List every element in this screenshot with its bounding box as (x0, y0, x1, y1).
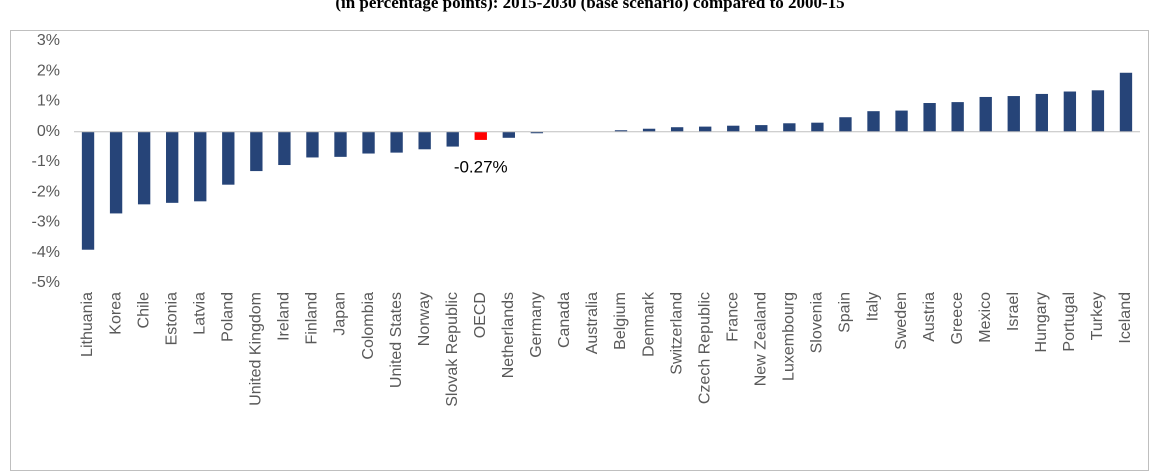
bar (137, 131, 151, 205)
bar (306, 131, 319, 158)
x-tick-label: Sweden (893, 292, 910, 350)
x-tick-label: New Zealand (753, 292, 770, 386)
bar (222, 131, 235, 185)
bar (755, 125, 768, 132)
bar (334, 131, 347, 157)
bar (166, 131, 179, 203)
y-tick-label: -3% (32, 214, 60, 231)
x-tick-label: Colombia (360, 292, 377, 360)
chart-title: (in percentage points): 2015-2030 (base … (335, 0, 844, 12)
bar (250, 131, 263, 172)
x-tick-label: France (724, 292, 741, 342)
bar (895, 110, 908, 132)
x-tick-label: Australia (584, 292, 601, 354)
x-tick-label: Korea (107, 292, 124, 335)
y-tick-label: -1% (32, 153, 60, 170)
data-label: -0.27% (454, 157, 508, 176)
bar (474, 131, 487, 140)
bar (642, 128, 656, 132)
bar (923, 103, 936, 132)
x-tick-label: Hungary (1033, 292, 1050, 352)
bar (839, 117, 852, 132)
bar (1035, 93, 1048, 132)
bar (81, 131, 95, 250)
x-tick-label: Portugal (1061, 292, 1078, 352)
x-tick-label: Canada (556, 292, 573, 348)
bar (670, 127, 684, 132)
y-tick-label: 3% (37, 32, 60, 49)
bar (1063, 91, 1077, 132)
bar (699, 126, 712, 132)
x-tick-label: Austria (921, 292, 938, 342)
bar (362, 131, 375, 154)
x-tick-label: Netherlands (500, 292, 517, 378)
bar (1119, 72, 1133, 132)
bar (194, 131, 207, 202)
bar (446, 131, 459, 147)
x-tick-label: Spain (837, 292, 854, 333)
x-tick-label: Iceland (1117, 292, 1134, 344)
x-tick-label: Slovenia (809, 292, 826, 353)
bar (278, 131, 291, 166)
x-tick-label: Denmark (640, 291, 657, 357)
bar (979, 96, 992, 132)
y-tick-label: 1% (37, 93, 60, 110)
x-tick-label: Italy (865, 292, 882, 321)
bar (390, 131, 403, 153)
x-tick-label: Belgium (612, 292, 629, 350)
y-tick-label: -5% (32, 274, 60, 291)
x-tick-label: Israel (1005, 292, 1022, 331)
bar (1007, 96, 1020, 132)
bar (1091, 90, 1105, 132)
y-tick-label: -2% (32, 183, 60, 200)
x-tick-label: Ireland (276, 292, 293, 341)
bar (418, 131, 431, 150)
x-tick-label: OECD (472, 292, 489, 338)
bar (811, 122, 824, 132)
x-tick-label: Switzerland (668, 292, 685, 375)
bar (109, 131, 123, 214)
bar (783, 123, 796, 132)
bar (867, 111, 880, 132)
x-tick-label: Estonia (163, 292, 180, 345)
x-tick-label: Japan (332, 292, 349, 336)
x-tick-label: Lithuania (79, 292, 96, 357)
x-tick-label: Luxembourg (781, 292, 798, 381)
y-tick-label: -4% (32, 244, 60, 261)
x-tick-label: Turkey (1089, 292, 1106, 340)
bar (530, 131, 544, 134)
x-tick-label: Mexico (977, 292, 994, 343)
bar (614, 130, 628, 132)
bar (502, 131, 515, 138)
y-tick-label: 2% (37, 62, 60, 79)
x-tick-label: Latvia (191, 292, 208, 335)
x-tick-label: United States (388, 292, 405, 388)
chart-border (10, 30, 1149, 471)
y-tick-label: 0% (37, 123, 60, 140)
x-tick-label: Greece (949, 292, 966, 345)
x-tick-label: Slovak Republic (444, 292, 461, 407)
bar (951, 102, 964, 132)
x-tick-label: Poland (220, 292, 237, 342)
x-tick-label: Norway (416, 292, 433, 346)
x-tick-label: United Kingdom (248, 292, 265, 406)
x-tick-label: Finland (304, 292, 321, 344)
bar (727, 125, 740, 132)
x-tick-label: Germany (528, 292, 545, 358)
x-tick-label: Chile (135, 292, 152, 329)
x-tick-label: Czech Republic (696, 292, 713, 404)
